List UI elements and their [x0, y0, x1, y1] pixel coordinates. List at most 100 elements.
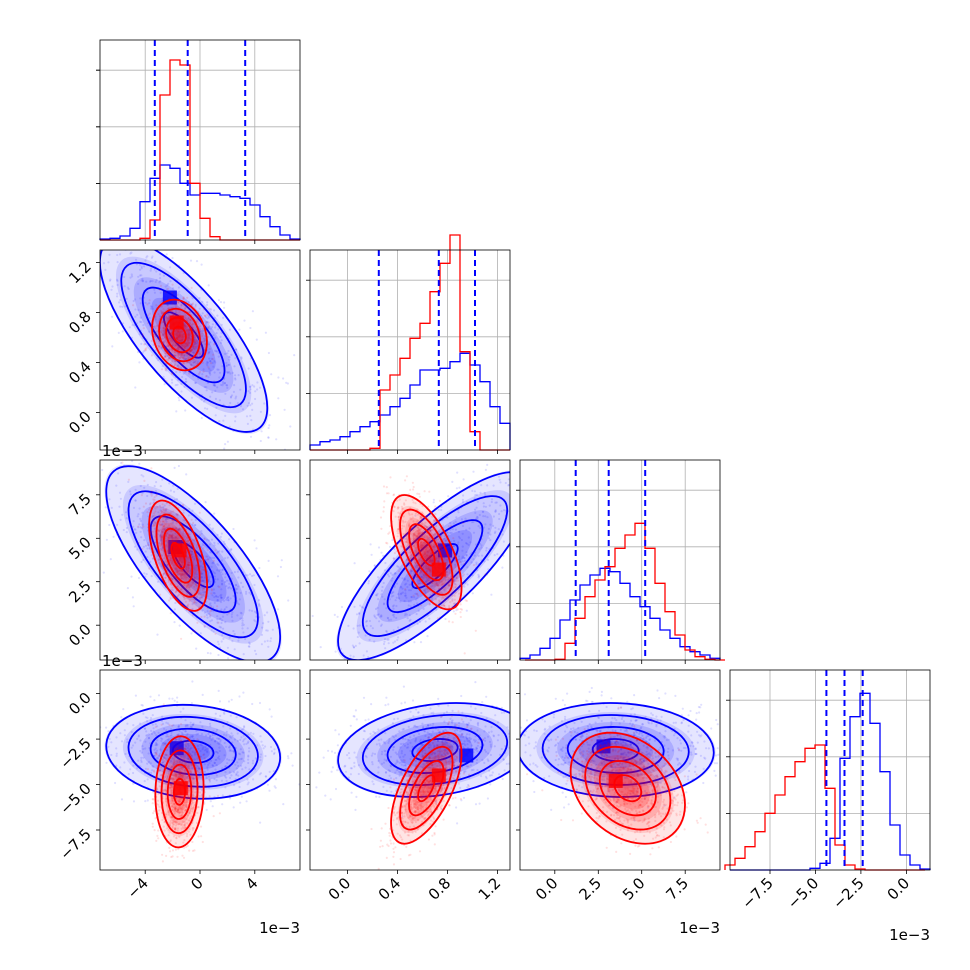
blue-point: [214, 578, 217, 581]
red-point: [418, 492, 421, 496]
blue-point: [252, 574, 255, 577]
red-point: [173, 526, 177, 529]
blue-point: [116, 292, 119, 295]
blue-point: [234, 584, 237, 587]
red-point: [167, 535, 170, 538]
red-point: [191, 303, 194, 306]
blue-point: [168, 697, 171, 700]
blue-point: [377, 598, 380, 601]
red-point: [164, 539, 167, 542]
blue-point: [134, 315, 137, 318]
blue-point: [226, 556, 229, 559]
blue-point: [212, 630, 215, 633]
blue-point: [184, 371, 187, 374]
blue-point: [226, 440, 229, 443]
blue-point: [524, 501, 526, 503]
blue-point: [108, 523, 111, 527]
blue-point: [185, 568, 188, 571]
blue-point: [228, 582, 231, 585]
red-point: [389, 476, 392, 479]
red-point: [180, 559, 184, 562]
red-point: [178, 557, 181, 560]
red-point: [171, 533, 174, 536]
blue-point: [446, 516, 449, 519]
red-point: [177, 584, 180, 588]
blue-point: [128, 326, 131, 329]
red-point: [165, 345, 168, 348]
blue-point: [116, 523, 119, 527]
red-point: [161, 503, 164, 506]
blue-point: [313, 666, 315, 668]
red-point: [449, 524, 452, 528]
blue-point: [404, 594, 407, 597]
blue-point: [456, 471, 459, 474]
blue-point: [238, 598, 241, 601]
red-point: [186, 330, 189, 333]
red-point: [184, 345, 187, 348]
blue-point: [377, 576, 380, 579]
blue-point: [183, 355, 186, 358]
red-point: [213, 342, 217, 345]
blue-point: [214, 384, 217, 387]
blue-point: [457, 535, 461, 538]
blue-point: [207, 580, 210, 583]
red-point: [179, 339, 182, 342]
blue-point: [237, 639, 240, 642]
blue-point: [171, 287, 175, 290]
blue-point: [369, 543, 372, 546]
red-point: [176, 354, 179, 357]
blue-point: [224, 414, 227, 417]
red-point: [460, 608, 463, 611]
red-point: [167, 315, 170, 318]
blue-point: [108, 279, 111, 282]
blue-point: [209, 373, 212, 376]
blue-point: [146, 483, 149, 486]
blue-point: [443, 535, 446, 538]
red-point: [191, 326, 194, 329]
red-point: [171, 586, 174, 589]
red-point: [199, 559, 202, 562]
blue-point: [385, 607, 388, 610]
blue-point: [444, 539, 447, 542]
red-point: [157, 345, 161, 348]
red-point: [205, 605, 208, 608]
blue-point: [108, 253, 111, 256]
blue-point: [115, 278, 119, 281]
red-point: [442, 524, 445, 527]
blue-point: [160, 564, 163, 567]
blue-point: [139, 274, 142, 277]
blue-point: [292, 690, 294, 692]
blue-point: [183, 573, 186, 577]
red-point: [168, 723, 171, 727]
red-point: [182, 573, 185, 577]
red-point: [194, 570, 198, 574]
blue-point: [142, 324, 145, 327]
blue-point: [187, 514, 190, 517]
red-point: [168, 548, 171, 552]
red-point: [178, 335, 181, 338]
blue-point: [158, 348, 161, 351]
blue-point: [139, 246, 141, 248]
blue-point: [184, 378, 187, 381]
red-point: [159, 528, 162, 532]
red-point: [156, 554, 159, 557]
red-point: [175, 527, 179, 531]
blue-point: [177, 346, 180, 349]
red-point: [171, 538, 174, 541]
red-point: [175, 534, 178, 537]
blue-point: [134, 488, 137, 491]
blue-point: [424, 592, 427, 595]
blue-point: [373, 615, 376, 618]
red-point: [194, 345, 197, 348]
red-point: [184, 576, 187, 580]
red-point: [182, 572, 185, 575]
red-point: [465, 599, 468, 603]
blue-point: [414, 592, 417, 595]
red-point: [188, 329, 191, 332]
blue-point: [445, 570, 448, 573]
red-point: [428, 490, 431, 493]
blue-point: [141, 351, 144, 354]
red-point: [179, 334, 182, 337]
blue-point: [173, 490, 176, 493]
red-point: [177, 331, 180, 334]
